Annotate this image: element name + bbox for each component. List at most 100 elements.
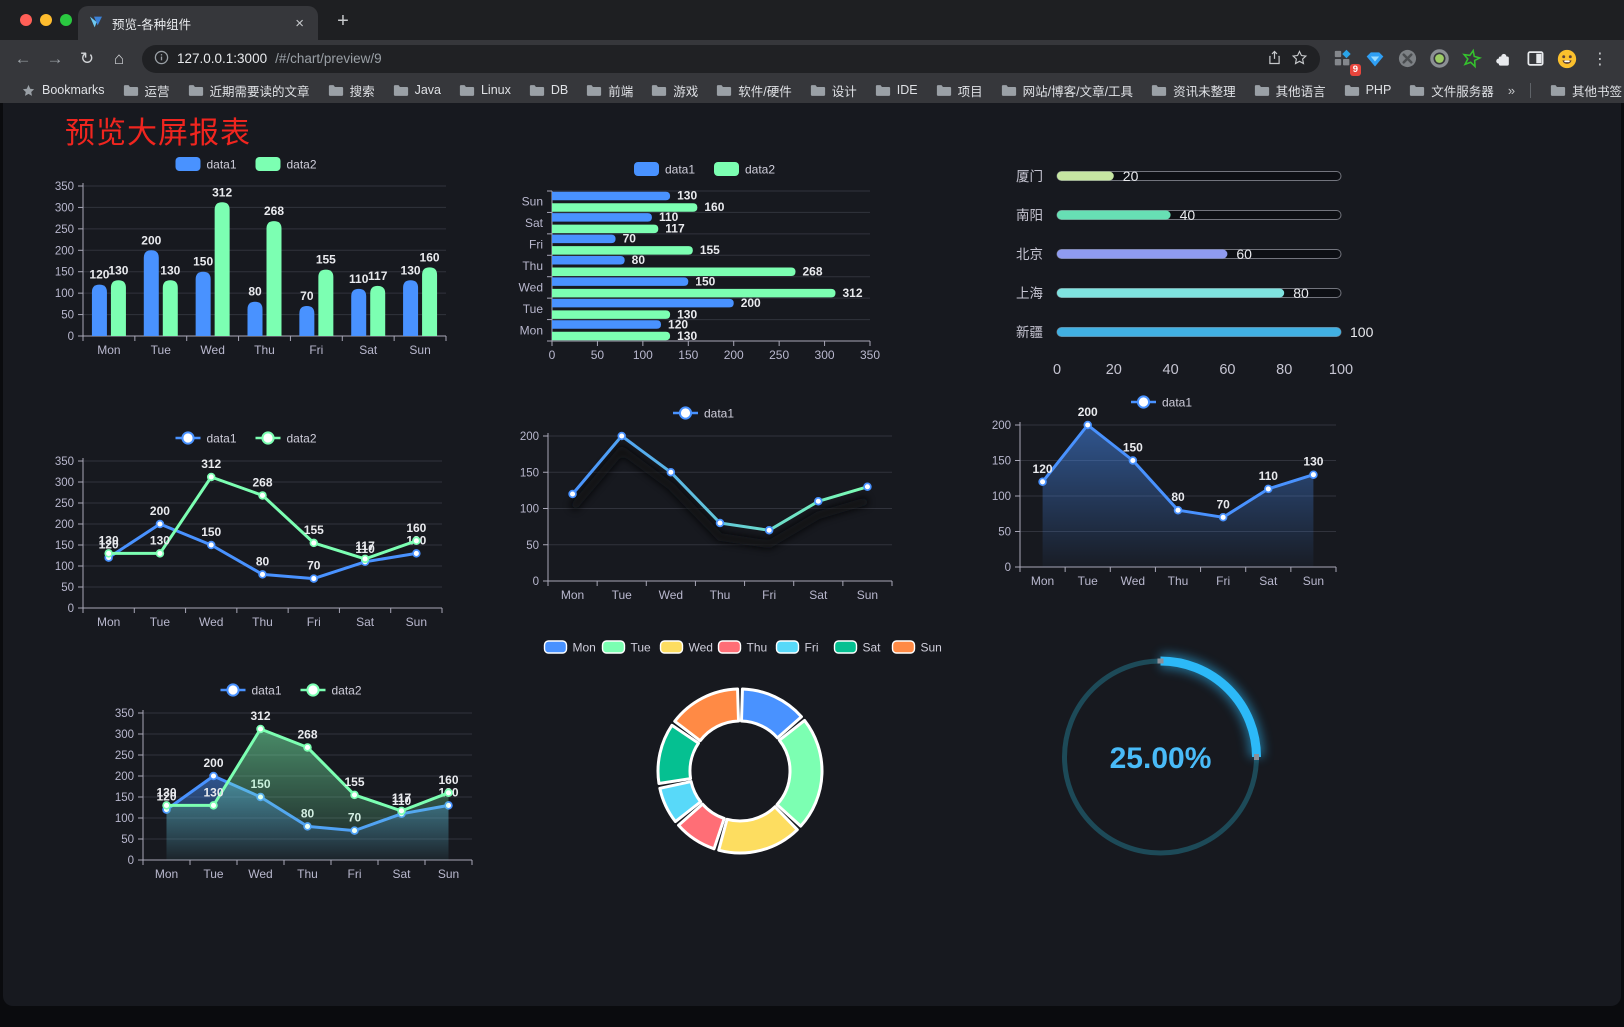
svg-text:Wed: Wed [519,280,543,294]
bookmark-folder-item[interactable]: 资讯未整理 [1142,78,1245,103]
svg-text:Mon: Mon [155,867,178,881]
back-icon[interactable]: ← [14,48,32,68]
svg-text:0: 0 [1053,362,1061,378]
svg-text:300: 300 [55,202,74,214]
bookmark-folder-item[interactable]: 其他语言 [1245,78,1335,103]
bookmark-folder-item[interactable]: 文件服务器 [1400,78,1503,103]
svg-text:Sun: Sun [438,867,459,881]
home-icon[interactable]: ⌂ [113,48,125,68]
svg-text:150: 150 [678,348,698,362]
svg-text:data1: data1 [1162,396,1192,410]
city-progress-chart: 厦门 20 南阳 40 北京 60 上海 80 新疆 100 0 20 40 60 80 100 [1001,156,1374,388]
bookmark-folder-item[interactable]: PHP [1335,80,1401,100]
svg-text:Wed: Wed [1121,574,1145,588]
svg-text:25.00%: 25.00% [1110,742,1212,775]
bookmark-folder-item[interactable]: 近期需要读的文章 [179,78,319,103]
bookmark-folder-item[interactable]: 前端 [577,78,642,103]
svg-text:Tue: Tue [1078,574,1099,588]
svg-text:350: 350 [860,348,880,362]
share-icon[interactable] [1266,49,1283,69]
puzzle-extension-icon[interactable] [1490,46,1516,72]
svg-text:200: 200 [520,431,539,443]
window-minimize-button[interactable] [40,14,52,26]
folder-icon [188,84,203,96]
bookmark-folder-item[interactable]: 项目 [927,78,992,103]
bookmark-folder-item[interactable]: IDE [866,80,927,100]
address-bar[interactable]: 127.0.0.1:3000 /#/chart/preview/9 [142,44,1320,73]
chart-legend[interactable]: data1 data2 [175,431,317,446]
split-square-extension-icon[interactable] [1522,46,1548,72]
chart-legend[interactable]: data1 [673,406,734,421]
bookmarks-root-item[interactable]: Bookmarks [12,80,114,101]
bookmark-folder-label: 文件服务器 [1431,84,1494,99]
site-info-icon[interactable] [154,50,169,68]
svg-text:312: 312 [842,286,862,300]
record-circle-extension-icon[interactable] [1426,46,1452,72]
knot-circle-extension-icon[interactable] [1394,46,1420,72]
svg-text:312: 312 [212,185,232,199]
svg-text:110: 110 [349,272,369,286]
bookmark-folder-item[interactable]: Linux [450,80,520,100]
green-star-extension-icon[interactable] [1458,46,1484,72]
dashboard-preview-page: 预览大屏报表 data1 data2 0 50 100 150 200 250 300 350 Mo… [3,103,1621,1006]
other-bookmarks-folder[interactable]: 其他书签 [1541,78,1624,103]
bookmark-folder-item[interactable]: 网站/博客/文章/工具 [992,78,1142,103]
svg-text:100: 100 [520,504,539,516]
chart-legend[interactable]: data1 data2 [175,157,317,172]
bookmark-folder-item[interactable]: 软件/硬件 [707,78,800,103]
svg-text:150: 150 [695,274,715,288]
emoji-face-icon[interactable] [1554,46,1580,72]
svg-text:80: 80 [1276,362,1292,378]
gradient-line-chart: data1 0 50 100 150 200 Mon Tue Wed Thu Fri Sat Sun [506,398,906,611]
svg-text:312: 312 [201,457,221,471]
two-series-area-chart: data1 data2 0 50 100 150 200 250 300 350 Mon Tue Wed… [101,675,486,890]
svg-text:100: 100 [992,491,1011,503]
svg-text:117: 117 [355,539,375,553]
browser-tab[interactable]: 预览-各种组件 × [78,6,318,40]
chart-legend[interactable]: data1 [1131,395,1192,410]
gem-extension-icon[interactable] [1362,46,1388,72]
chart-legend[interactable]: Mon Tue Wed Thu Fri Sat Sun [543,640,942,655]
svg-text:60: 60 [1236,246,1252,262]
svg-text:新疆: 新疆 [1016,325,1043,340]
svg-text:Tue: Tue [631,641,652,655]
svg-text:data2: data2 [287,432,317,446]
bookmarks-root-label: Bookmarks [42,83,105,97]
svg-text:350: 350 [115,708,134,720]
forward-icon[interactable]: → [46,48,64,68]
kebab-menu-icon[interactable]: ⋮ [1592,50,1608,68]
window-close-button[interactable] [20,14,32,26]
svg-text:130: 130 [108,263,128,277]
bookmark-folder-label: DB [550,83,569,97]
svg-text:data1: data1 [665,163,695,177]
svg-text:Sat: Sat [809,588,828,602]
window-zoom-button[interactable] [60,14,72,26]
svg-text:0: 0 [68,603,74,615]
folder-icon [1001,84,1016,96]
svg-text:312: 312 [250,709,270,723]
bookmark-folder-item[interactable]: Java [384,80,450,100]
svg-text:160: 160 [406,521,426,535]
new-tab-button[interactable]: + [337,10,349,32]
svg-text:60: 60 [1219,362,1235,378]
bookmark-folder-item[interactable]: 设计 [801,78,866,103]
bookmark-folder-item[interactable]: DB [520,80,577,100]
svg-text:data2: data2 [745,163,775,177]
bookmark-folder-item[interactable]: 游戏 [642,78,707,103]
chart-legend[interactable]: data1 data2 [220,683,362,698]
svg-text:155: 155 [316,253,336,267]
bookmark-folder-item[interactable]: 搜索 [319,78,384,103]
chart-legend[interactable]: data1 data2 [634,162,775,177]
userscript-extension-icon[interactable]: 9 [1330,46,1361,76]
weekday-donut-chart: Mon Tue Wed Thu Fri Sat Sun [543,631,943,889]
svg-text:100: 100 [55,288,74,300]
svg-text:100: 100 [55,561,74,573]
svg-text:Sat: Sat [356,615,375,629]
tab-close-icon[interactable]: × [295,14,304,32]
svg-text:Mon: Mon [573,641,596,655]
folder-icon [1410,84,1425,96]
bookmarks-overflow-icon[interactable]: » [1507,82,1516,98]
bookmark-folder-item[interactable]: 运营 [114,78,179,103]
bookmark-star-icon[interactable] [1291,49,1308,69]
reload-icon[interactable]: ↻ [79,48,95,68]
